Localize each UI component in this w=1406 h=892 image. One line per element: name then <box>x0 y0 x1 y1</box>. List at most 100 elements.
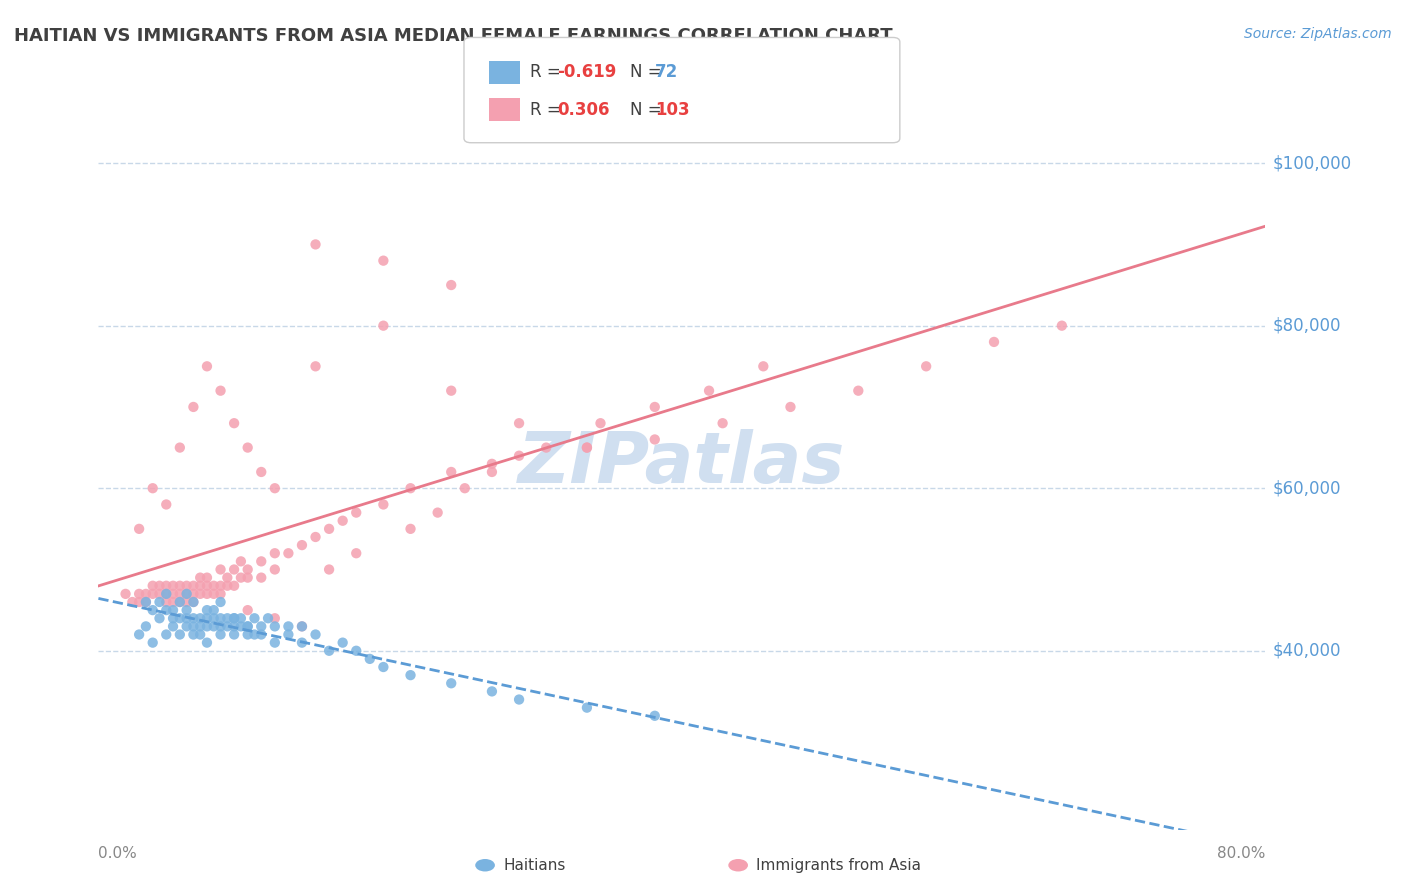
Point <box>217 619 239 633</box>
Point <box>481 684 503 698</box>
Text: Haitians: Haitians <box>503 858 565 872</box>
Point <box>263 546 285 560</box>
Point <box>183 400 205 414</box>
Point <box>202 603 225 617</box>
Point <box>195 587 218 601</box>
Point <box>304 530 326 544</box>
Point <box>373 318 395 333</box>
Point <box>155 627 177 641</box>
Point <box>114 587 136 601</box>
Point <box>250 465 273 479</box>
Text: 72: 72 <box>655 63 679 81</box>
Point <box>217 611 239 625</box>
Point <box>983 334 1005 349</box>
Point <box>142 587 165 601</box>
Point <box>176 587 198 601</box>
Point <box>915 359 938 374</box>
Point <box>195 359 218 374</box>
Point <box>188 571 211 585</box>
Point <box>229 554 252 568</box>
Point <box>236 571 259 585</box>
Text: R =: R = <box>530 63 567 81</box>
Point <box>589 416 612 430</box>
Text: -0.619: -0.619 <box>557 63 616 81</box>
Point <box>209 627 232 641</box>
Point <box>169 595 191 609</box>
Text: $60,000: $60,000 <box>1272 479 1341 497</box>
Point <box>304 237 326 252</box>
Point <box>373 498 395 512</box>
Point <box>344 506 367 520</box>
Point <box>399 668 422 682</box>
Point <box>236 603 259 617</box>
Point <box>155 498 177 512</box>
Point <box>752 359 775 374</box>
Point <box>162 595 184 609</box>
Point <box>575 441 598 455</box>
Point <box>202 587 225 601</box>
Point <box>183 595 205 609</box>
Point <box>155 579 177 593</box>
Point <box>183 595 205 609</box>
Point <box>291 619 314 633</box>
Point <box>209 562 232 576</box>
Text: HAITIAN VS IMMIGRANTS FROM ASIA MEDIAN FEMALE EARNINGS CORRELATION CHART: HAITIAN VS IMMIGRANTS FROM ASIA MEDIAN F… <box>14 27 893 45</box>
Point <box>217 571 239 585</box>
Point <box>263 562 285 576</box>
Point <box>162 579 184 593</box>
Point <box>128 627 150 641</box>
Point <box>263 619 285 633</box>
Point <box>195 603 218 617</box>
Point <box>250 571 273 585</box>
Point <box>183 579 205 593</box>
Point <box>128 587 150 601</box>
Point <box>236 619 259 633</box>
Point <box>142 635 165 649</box>
Point <box>209 579 232 593</box>
Point <box>142 579 165 593</box>
Point <box>1050 318 1073 333</box>
Text: Source: ZipAtlas.com: Source: ZipAtlas.com <box>1244 27 1392 41</box>
Text: 0.306: 0.306 <box>557 101 609 119</box>
Point <box>169 595 191 609</box>
Text: $100,000: $100,000 <box>1272 154 1351 172</box>
Point <box>224 562 246 576</box>
Point <box>155 603 177 617</box>
Point <box>779 400 801 414</box>
Point <box>243 611 266 625</box>
Point <box>162 611 184 625</box>
Point <box>224 579 246 593</box>
Point <box>318 644 340 658</box>
Point <box>236 619 259 633</box>
Point <box>359 652 381 666</box>
Point <box>169 611 191 625</box>
Point <box>257 611 280 625</box>
Point <box>711 416 734 430</box>
Point <box>209 619 232 633</box>
Point <box>135 595 157 609</box>
Point <box>250 619 273 633</box>
Text: 80.0%: 80.0% <box>1218 846 1265 861</box>
Point <box>128 522 150 536</box>
Point <box>236 627 259 641</box>
Point <box>224 627 246 641</box>
Point <box>508 692 530 706</box>
Text: $40,000: $40,000 <box>1272 641 1341 660</box>
Point <box>209 587 232 601</box>
Point <box>202 619 225 633</box>
Point <box>229 611 252 625</box>
Point <box>291 538 314 552</box>
Point <box>263 635 285 649</box>
Point <box>209 595 232 609</box>
Point <box>277 619 299 633</box>
Point <box>217 579 239 593</box>
Point <box>224 416 246 430</box>
Point <box>399 481 422 495</box>
Point <box>209 384 232 398</box>
Point <box>243 627 266 641</box>
Point <box>176 579 198 593</box>
Point <box>142 481 165 495</box>
Point <box>236 562 259 576</box>
Point <box>195 619 218 633</box>
Point <box>250 554 273 568</box>
